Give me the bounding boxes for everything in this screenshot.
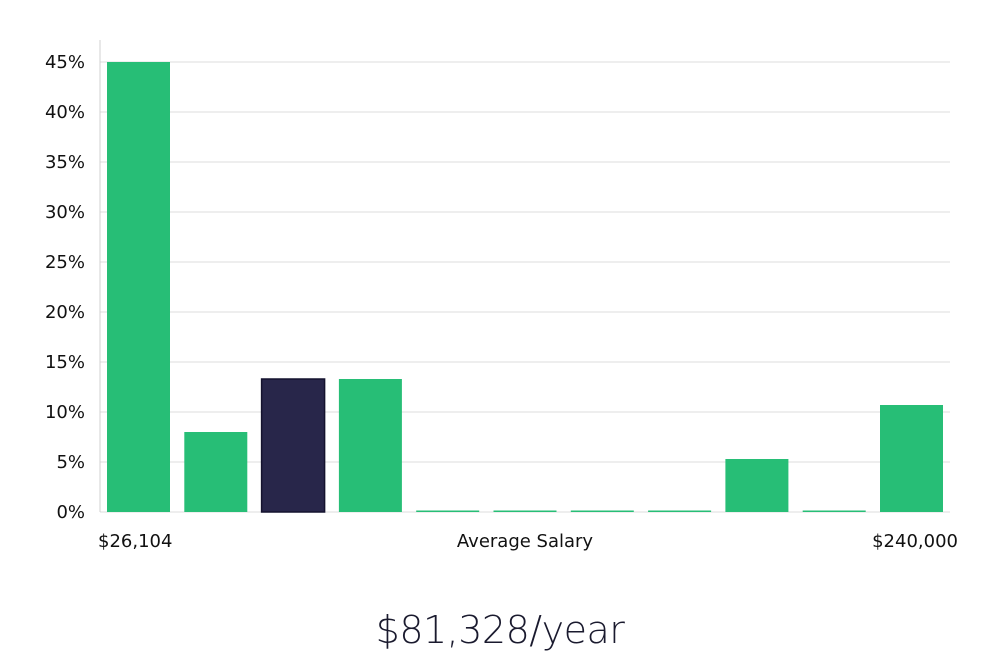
bar xyxy=(184,432,248,512)
y-tick-label: 15% xyxy=(45,352,85,373)
bar xyxy=(802,510,866,512)
y-axis-ticks: 0% 5% 10% 15% 20% 25% 30% 35% 40% 45% xyxy=(45,52,85,523)
highlighted-bar xyxy=(260,378,326,513)
bar xyxy=(338,379,402,512)
y-tick-label: 25% xyxy=(45,252,85,273)
y-tick-label: 30% xyxy=(45,202,85,223)
average-salary-value: $81,328/year xyxy=(375,608,625,652)
bar xyxy=(107,62,170,512)
y-tick-label: 10% xyxy=(45,402,85,423)
bar xyxy=(725,459,789,512)
y-tick-label: 0% xyxy=(56,502,85,523)
y-tick-label: 20% xyxy=(45,302,85,323)
bar xyxy=(648,510,712,512)
salary-histogram: 0% 5% 10% 15% 20% 25% 30% 35% 40% 45% $26,104 Ave… xyxy=(45,40,958,552)
y-tick-label: 35% xyxy=(45,152,85,173)
x-max-label: $240,000 xyxy=(872,531,958,552)
bar xyxy=(416,510,480,512)
bars xyxy=(107,62,943,513)
bar xyxy=(493,510,557,512)
x-axis-title: Average Salary xyxy=(457,531,594,552)
x-min-label: $26,104 xyxy=(98,531,172,552)
bar xyxy=(880,405,943,512)
bar xyxy=(570,510,634,512)
y-tick-label: 40% xyxy=(45,102,85,123)
y-tick-label: 5% xyxy=(56,452,85,473)
y-tick-label: 45% xyxy=(45,52,85,73)
